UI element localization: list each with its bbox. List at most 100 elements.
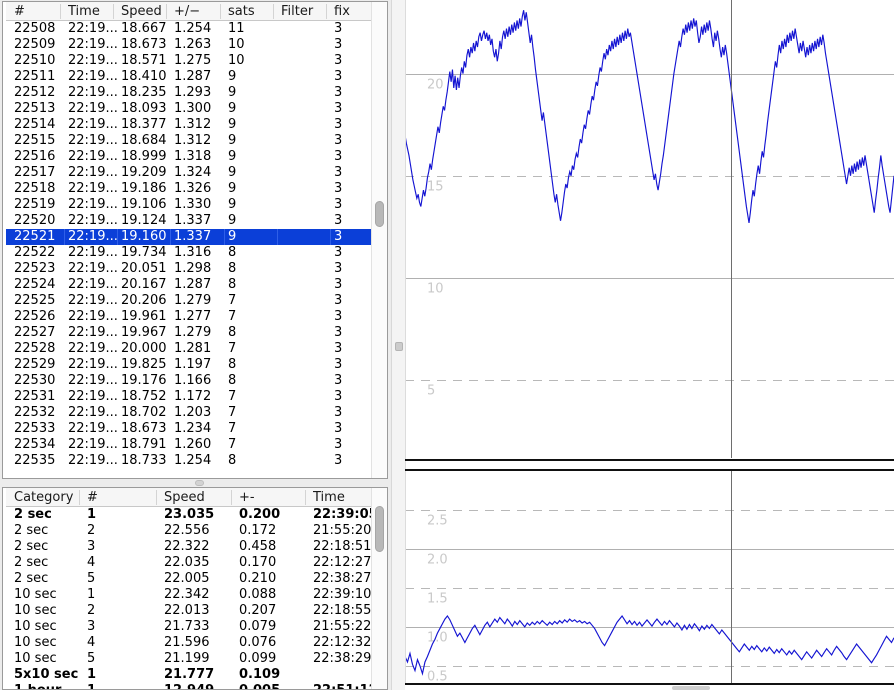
cell-: 0.005 [239,683,309,689]
table-row[interactable]: 22516 22:19... 18.999 1.318 9 3 [6,149,387,165]
list-item[interactable]: 2 sec 5 22.005 0.210 22:38:27... [6,571,387,587]
cell-sats: 9 [228,229,237,244]
column-header-[interactable]: # [14,4,25,19]
cell-speed: 18.571 [121,53,167,68]
cell-: 1.326 [174,181,212,196]
column-header-[interactable]: # [87,490,98,505]
cell-category: 2 sec [14,571,49,586]
log-scrollbar-thumb[interactable] [375,201,384,227]
column-divider[interactable] [156,490,157,505]
cell-: 1.263 [174,37,212,52]
table-row[interactable]: 22521 22:19... 19.160 1.337 9 3 [6,229,387,245]
column-header-speed[interactable]: Speed [121,4,162,19]
column-header-[interactable]: +/− [174,4,201,19]
column-divider[interactable] [79,490,80,505]
cell-fix: 3 [334,53,343,68]
table-row[interactable]: 22529 22:19... 19.825 1.197 8 3 [6,357,387,373]
splitter-grip-icon[interactable] [195,480,204,486]
table-row[interactable]: 22530 22:19... 19.176 1.166 8 3 [6,373,387,389]
table-row[interactable]: 22525 22:19... 20.206 1.279 7 3 [6,293,387,309]
table-row[interactable]: 22524 22:19... 20.167 1.287 8 3 [6,277,387,293]
cell-category: 10 sec [14,603,57,618]
results-panel[interactable]: Category # Speed +- Time 2 sec 1 23.035 0.200 22… [2,487,388,690]
table-row[interactable]: 22513 22:19... 18.093 1.300 9 3 [6,101,387,117]
table-row[interactable]: 22523 22:19... 20.051 1.298 8 3 [6,261,387,277]
column-header-time[interactable]: Time [313,490,345,505]
table-row[interactable]: 22515 22:19... 18.684 1.312 9 3 [6,133,387,149]
column-divider[interactable] [220,4,221,19]
list-item[interactable]: 10 sec 4 21.596 0.076 22:12:32... [6,635,387,651]
table-row[interactable]: 22519 22:19... 19.106 1.330 9 3 [6,197,387,213]
cell-fix: 3 [334,101,343,116]
table-row[interactable]: 22517 22:19... 19.209 1.324 9 3 [6,165,387,181]
table-row[interactable]: 22511 22:19... 18.410 1.287 9 3 [6,69,387,85]
category-table-header[interactable]: Category # Speed +- Time [6,488,387,507]
selection-cell-divider [330,229,331,245]
table-row[interactable]: 22508 22:19... 18.667 1.254 11 3 [6,21,387,37]
column-divider[interactable] [113,4,114,19]
category-table-scrollbar[interactable] [371,488,387,689]
column-divider[interactable] [231,490,232,505]
table-row[interactable]: 22527 22:19... 19.967 1.279 8 3 [6,325,387,341]
column-divider[interactable] [326,4,327,19]
list-item[interactable]: 10 sec 1 22.342 0.088 22:39:10... [6,587,387,603]
cell-: 22529 [14,357,56,372]
column-header-time[interactable]: Time [68,4,100,19]
column-divider[interactable] [273,4,274,19]
category-table-body[interactable]: 2 sec 1 23.035 0.200 22:39:05.... 2 sec 2 22.55… [6,507,387,689]
column-header-[interactable]: +- [239,490,255,505]
cell-time: 22:39:05.... [313,507,385,522]
list-item[interactable]: 10 sec 2 22.013 0.207 22:18:55... [6,603,387,619]
table-row[interactable]: 22520 22:19... 19.124 1.337 9 3 [6,213,387,229]
cell-time: 21:55:20... [313,523,384,538]
cell-: 5 [87,571,96,586]
log-table-header[interactable]: # Time Speed +/− sats Filter fix [6,2,387,21]
cell-speed: 18.752 [121,389,167,404]
table-row[interactable]: 22528 22:19... 20.000 1.281 7 3 [6,341,387,357]
table-row[interactable]: 22522 22:19... 19.734 1.316 8 3 [6,245,387,261]
category-scrollbar-thumb[interactable] [375,506,384,552]
table-row[interactable]: 22512 22:19... 18.235 1.293 9 3 [6,85,387,101]
table-row[interactable]: 22526 22:19... 19.961 1.277 7 3 [6,309,387,325]
divider-handle-icon[interactable] [395,342,403,351]
table-row[interactable]: 22534 22:19... 18.791 1.260 7 3 [6,437,387,453]
cell-time: 22:19... [68,165,118,180]
speed-chart[interactable]: 5 10 15 20 [405,0,894,458]
table-row[interactable]: 22535 22:19... 18.733 1.254 8 3 [6,453,387,469]
column-divider[interactable] [305,490,306,505]
chart-horizontal-scrollbar[interactable] [672,686,710,690]
list-item[interactable]: 2 sec 4 22.035 0.170 22:12:27... [6,555,387,571]
gps-log-panel[interactable]: # Time Speed +/− sats Filter fix 22508 22:19...… [2,1,388,479]
log-table-scrollbar[interactable] [371,2,387,478]
table-row[interactable]: 22533 22:19... 18.673 1.234 7 3 [6,421,387,437]
table-row[interactable]: 22509 22:19... 18.673 1.263 10 3 [6,37,387,53]
table-row[interactable]: 22518 22:19... 19.186 1.326 9 3 [6,181,387,197]
table-row[interactable]: 22514 22:19... 18.377 1.312 9 3 [6,117,387,133]
list-item[interactable]: 1 hour1 12.949 0.005 22:51:12 [6,683,387,689]
list-item[interactable]: 2 sec 2 22.556 0.172 21:55:20... [6,523,387,539]
column-header-category[interactable]: Category [14,490,74,505]
cell-category: 10 sec [14,635,57,650]
list-item[interactable]: 2 sec 1 23.035 0.200 22:39:05.... [6,507,387,523]
column-header-speed[interactable]: Speed [164,490,205,505]
table-row[interactable]: 22532 22:19... 18.702 1.203 7 3 [6,405,387,421]
panel-splitter[interactable] [0,479,391,487]
table-row[interactable]: 22531 22:19... 18.752 1.172 7 3 [6,389,387,405]
list-item[interactable]: 10 sec 5 21.199 0.099 22:38:29... [6,651,387,667]
column-header-sats[interactable]: sats [228,4,255,19]
log-table-body[interactable]: 22508 22:19... 18.667 1.254 11 3 22509 22:19...… [6,21,387,469]
panel-divider-strip[interactable] [391,0,406,690]
column-header-fix[interactable]: fix [334,4,350,19]
charts-area: 5 10 15 20 0.5 1.0 1.5 2.0 2.5 [405,0,894,690]
plusminus-chart[interactable]: 0.5 1.0 1.5 2.0 2.5 [405,471,894,683]
table-row[interactable]: 22510 22:19... 18.571 1.275 10 3 [6,53,387,69]
cell-fix: 3 [334,21,343,36]
column-divider[interactable] [60,4,61,19]
list-item[interactable]: 10 sec 3 21.733 0.079 21:55:22... [6,619,387,635]
list-item[interactable]: 2 sec 3 22.322 0.458 22:18:51... [6,539,387,555]
cell-fix: 3 [334,85,343,100]
column-header-filter[interactable]: Filter [281,4,314,19]
cell-time: 22:19... [68,213,118,228]
column-divider[interactable] [166,4,167,19]
list-item[interactable]: 5x10 sec 1 21.777 0.109 [6,667,387,683]
